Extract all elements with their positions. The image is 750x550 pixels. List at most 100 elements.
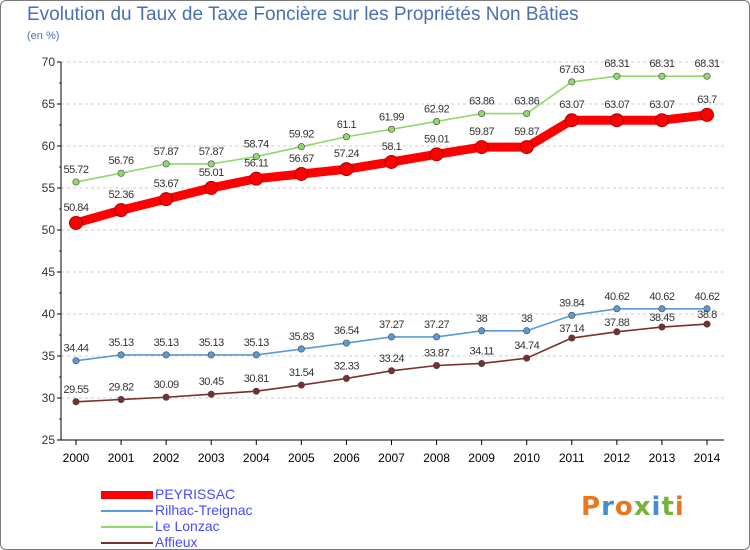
x-tick-label: 2005 [288,451,315,465]
y-tick-label: 35 [42,349,56,363]
data-point [72,357,80,365]
data-point [703,305,711,313]
data-point [478,327,486,335]
x-tick-label: 2013 [649,451,676,465]
data-point [297,345,305,353]
data-label: 53.67 [154,178,179,190]
data-label: 50.84 [63,202,88,214]
data-point [114,203,129,218]
data-point [162,351,170,359]
x-tick-label: 2014 [694,451,721,465]
data-point [204,180,219,195]
data-label: 30.09 [154,379,179,391]
data-label: 63.07 [559,99,584,111]
data-label: 36.54 [334,325,359,337]
data-label: 58.74 [244,139,269,151]
logo-letter: i [651,492,662,522]
data-label: 35.13 [109,337,134,349]
data-label: 38.45 [649,312,674,324]
x-tick-label: 2008 [423,451,450,465]
data-label: 59.87 [514,126,539,138]
data-point [162,393,170,401]
x-tick-label: 2000 [63,451,90,465]
data-point [207,160,215,168]
data-point [609,113,624,128]
data-point [568,334,576,342]
data-label: 56.76 [109,155,134,167]
y-tick-label: 25 [42,433,56,447]
data-point [297,143,305,151]
data-label: 63.86 [469,96,494,108]
x-tick-label: 2006 [333,451,360,465]
data-label: 55.01 [199,167,224,179]
logo-letter: x [633,492,652,522]
x-tick-label: 2012 [604,451,631,465]
x-tick-label: 2001 [108,451,135,465]
data-point [207,390,215,398]
data-point [342,374,350,382]
data-label: 40.62 [649,291,674,303]
x-tick-label: 2010 [513,451,540,465]
data-point [252,351,260,359]
data-label: 57.87 [154,146,179,158]
data-point [252,153,260,161]
data-label: 37.27 [424,319,449,331]
logo-letter: P [581,492,602,522]
data-point [568,311,576,319]
data-label: 56.67 [289,153,314,165]
data-point [159,192,174,207]
data-label: 55.72 [63,164,88,176]
data-label: 61.99 [379,111,404,123]
legend-swatch [101,542,153,544]
data-point [433,361,441,369]
data-label: 63.86 [514,96,539,108]
legend-label: Rilhac-Treignac [155,502,253,518]
data-point [568,78,576,86]
data-point [69,215,83,230]
data-label: 58.1 [382,141,402,153]
data-label: 37.14 [559,323,584,335]
data-point [339,162,354,177]
data-point [387,125,395,133]
y-tick-label: 45 [42,265,56,279]
data-label: 38.8 [697,309,717,321]
data-point [654,113,669,128]
data-point [433,117,441,125]
data-point [162,160,170,168]
data-point [384,154,399,169]
data-label: 32.33 [334,360,359,372]
data-label: 33.87 [424,347,449,359]
data-label: 63.07 [604,99,629,111]
data-label: 38 [521,313,533,325]
data-label: 30.81 [244,373,269,385]
data-label: 68.31 [604,58,629,70]
data-label: 63.7 [697,94,717,106]
data-label: 34.74 [514,340,539,352]
data-label: 29.82 [109,382,134,394]
data-point [703,320,711,328]
data-point [658,72,666,80]
data-label: 56.11 [244,158,269,170]
y-tick-label: 70 [42,55,56,69]
data-label: 30.45 [199,376,224,388]
data-point [429,147,444,162]
data-point [72,178,80,186]
data-point [703,72,711,80]
data-point [564,113,579,128]
data-label: 35.13 [244,337,269,349]
data-label: 62.92 [424,103,449,115]
data-point [700,107,714,122]
data-label: 33.24 [379,353,404,365]
data-point [433,333,441,341]
logo-letter: r [601,492,615,522]
data-point [117,396,125,404]
data-point [249,171,264,186]
data-point [478,110,486,118]
chart-title: Evolution du Taux de Taxe Foncière sur l… [27,4,579,25]
x-tick-label: 2002 [153,451,180,465]
data-point [297,381,305,389]
data-point [523,110,531,118]
legend-swatch [101,526,153,528]
